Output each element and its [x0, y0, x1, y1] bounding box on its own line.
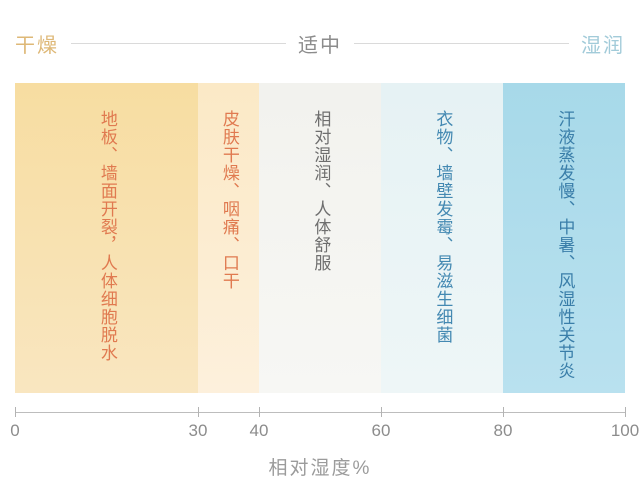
zone-label-humid: 湿润 [581, 34, 625, 57]
x-axis-title: 相对湿度% [268, 458, 372, 479]
x-axis: 0 30 40 60 80 100 [10, 407, 639, 447]
tick-mark-60 [381, 407, 382, 417]
tick-mark-100 [625, 407, 626, 417]
tick-mark-80 [503, 407, 504, 417]
tick-label-0: 0 [10, 421, 20, 440]
band-60-80-text: 衣物、墙壁发霉、易滋生细菌 [433, 110, 453, 344]
tick-mark-30 [198, 407, 199, 417]
band-30-40: 皮肤干燥、咽痛、口干 [198, 83, 259, 393]
zone-header: 干燥 适中 湿润 [15, 31, 625, 57]
band-80-100-text: 汗液蒸发慢、中暑、风湿性关节炎 [555, 110, 575, 380]
band-0-30-text: 地板、墙面开裂，人体细胞脱水 [97, 110, 117, 362]
zone-label-dry: 干燥 [15, 34, 59, 57]
zone-divider-line [354, 42, 569, 44]
x-axis-line [15, 412, 625, 413]
band-60-80: 衣物、墙壁发霉、易滋生细菌 [381, 83, 503, 393]
tick-label-80: 80 [493, 421, 513, 440]
humidity-bands: 地板、墙面开裂，人体细胞脱水 皮肤干燥、咽痛、口干 相对湿润、人体舒服 衣物、墙… [15, 83, 625, 393]
tick-label-100: 100 [610, 421, 640, 440]
band-0-30: 地板、墙面开裂，人体细胞脱水 [15, 83, 198, 393]
band-40-60: 相对湿润、人体舒服 [259, 83, 381, 393]
tick-mark-40 [259, 407, 260, 417]
zone-label-moderate: 适中 [298, 34, 342, 57]
tick-mark-0 [15, 407, 16, 417]
tick-label-30: 30 [188, 421, 208, 440]
tick-label-40: 40 [249, 421, 269, 440]
band-80-100: 汗液蒸发慢、中暑、风湿性关节炎 [503, 83, 625, 393]
zone-divider-line [71, 42, 286, 44]
tick-label-60: 60 [371, 421, 391, 440]
band-30-40-text: 皮肤干燥、咽痛、口干 [219, 110, 239, 290]
band-40-60-text: 相对湿润、人体舒服 [311, 110, 331, 272]
